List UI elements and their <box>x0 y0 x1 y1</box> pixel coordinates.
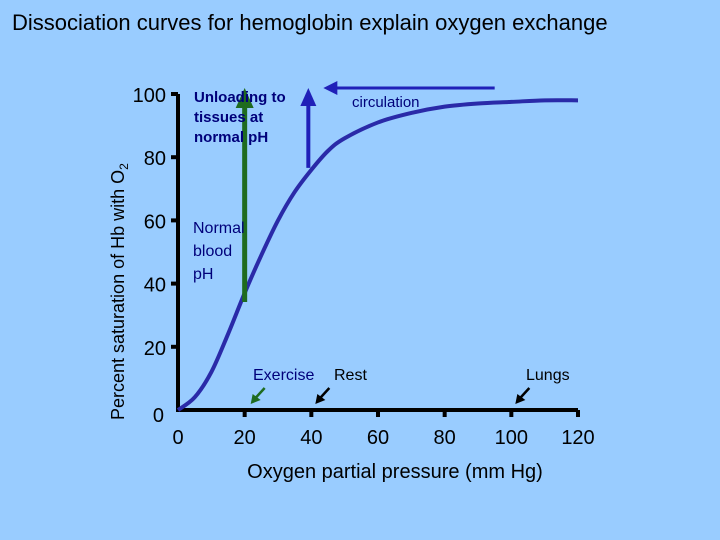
rest-marker-arrow-head <box>315 394 326 404</box>
y-tick-label-100: 100 <box>133 85 166 107</box>
annotation-circulation: circulation <box>352 94 420 111</box>
y-tick-label-20: 20 <box>144 338 166 360</box>
x-tick-label-120: 120 <box>561 427 594 449</box>
marker-arrows <box>250 387 531 404</box>
annotation-unloading: Unloading to tissues at normal pH <box>194 89 290 146</box>
label-rest: Rest <box>334 367 367 384</box>
y-tick-label-40: 40 <box>144 275 166 297</box>
exercise-marker-arrow-head <box>250 394 261 404</box>
y-axis-label-subscript: 2 <box>117 163 131 170</box>
y-tick-label-80: 80 <box>144 148 166 170</box>
series-line-normal-ph <box>176 98 579 412</box>
y-tick-label-60: 60 <box>144 211 166 233</box>
chart-title: Dissociation curves for hemoglobin expla… <box>12 10 608 35</box>
saturation-change-arrow-head <box>300 88 317 106</box>
x-tick-label-20: 20 <box>234 427 256 449</box>
y-axis-label: Percent saturation of Hb with O2 <box>108 163 131 420</box>
x-tick-label-100: 100 <box>495 427 528 449</box>
label-exercise: Exercise <box>253 367 314 384</box>
x-tick-label-60: 60 <box>367 427 389 449</box>
x-axis-label: Oxygen partial pressure (mm Hg) <box>247 461 543 483</box>
label-lungs: Lungs <box>526 367 570 384</box>
lungs-marker-arrow-head <box>515 394 526 404</box>
x-tick-label-80: 80 <box>434 427 456 449</box>
x-tick-label-0: 0 <box>172 427 183 449</box>
circulation-arrow-head <box>323 81 338 95</box>
y-tick-label-0: 0 <box>153 405 164 427</box>
x-tick-label-40: 40 <box>300 427 322 449</box>
axis-ticks <box>171 92 580 417</box>
annotation-normal-ph: Normal blood pH <box>193 220 249 283</box>
tick-labels: 0 20 40 60 80 100 0 20 40 60 80 100 120 <box>133 85 595 449</box>
unloading-arrow-head <box>235 88 254 108</box>
